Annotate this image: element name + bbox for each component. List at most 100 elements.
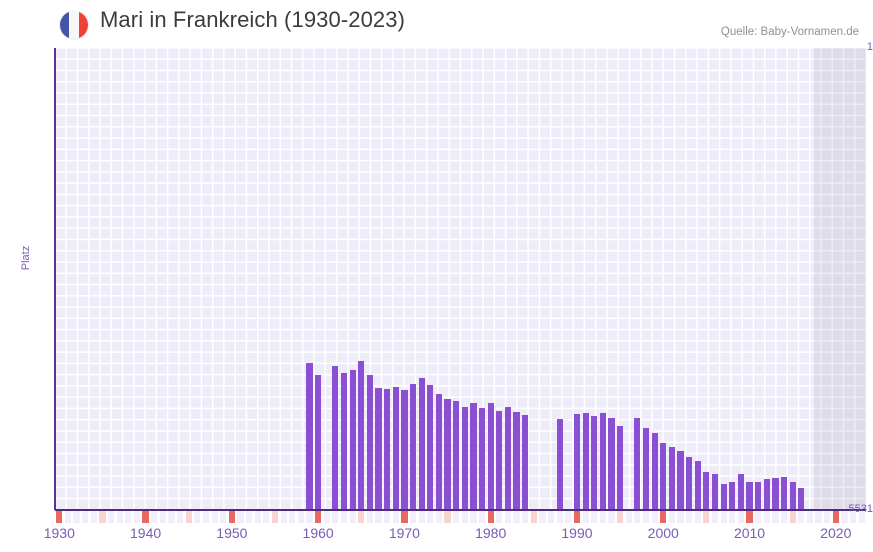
x-tick-major-2000 [660, 511, 667, 523]
x-axis-tick-marks [55, 511, 866, 523]
x-tick-faint-1931 [64, 511, 72, 523]
y-axis-line [54, 48, 56, 510]
x-tick-faint-1978 [470, 511, 477, 523]
x-axis-label-2010: 2010 [733, 525, 766, 541]
flag-band-white [69, 11, 79, 39]
bar-1991 [582, 413, 589, 510]
y-axis-title: Platz [20, 245, 32, 271]
bar-2002 [677, 450, 684, 510]
x-tick-faint-1961 [323, 511, 330, 523]
x-tick-faint-1943 [168, 511, 175, 523]
bar-1960 [315, 375, 322, 510]
bar-1975 [444, 398, 451, 510]
x-tick-faint-2007 [720, 511, 727, 523]
x-axis-label-1930: 1930 [43, 525, 75, 541]
page-title: Mari in Frankreich (1930-2023) [100, 7, 406, 32]
bar-series-layer [55, 48, 866, 510]
bar-1994 [608, 418, 615, 510]
x-tick-faint-1962 [332, 511, 339, 523]
x-tick-faint-2016 [798, 511, 805, 523]
x-tick-major-1930 [56, 511, 63, 523]
bar-1978 [470, 403, 477, 510]
x-tick-faint-1983 [513, 511, 520, 523]
x-tick-faint-1941 [151, 511, 158, 523]
x-tick-faint-1982 [504, 511, 512, 523]
x-tick-major-2020 [832, 511, 839, 523]
bar-1976 [453, 400, 460, 510]
x-tick-faint-1992 [591, 511, 598, 523]
x-tick-faint-2018 [815, 511, 822, 523]
bar-1983 [513, 412, 520, 510]
x-tick-minor-2015 [789, 511, 796, 523]
bar-2012 [763, 479, 770, 510]
bar-1992 [591, 416, 598, 510]
france-flag-icon [60, 11, 88, 39]
bar-1984 [522, 415, 529, 510]
x-axis-line [55, 509, 866, 511]
x-tick-faint-1979 [478, 511, 486, 523]
x-tick-faint-1957 [289, 511, 296, 523]
x-tick-faint-2023 [858, 511, 865, 523]
x-tick-faint-2006 [711, 511, 719, 523]
x-tick-faint-2001 [668, 511, 675, 523]
bar-2008 [729, 482, 736, 510]
x-tick-faint-1967 [375, 511, 382, 523]
x-tick-major-1980 [487, 511, 494, 523]
x-tick-faint-1949 [220, 511, 227, 523]
x-tick-faint-2014 [780, 511, 788, 523]
x-tick-faint-1988 [556, 511, 563, 523]
plot-grid-background [55, 48, 866, 510]
x-axis-label-2020: 2020 [820, 525, 852, 541]
x-tick-faint-1984 [522, 511, 529, 523]
bar-1979 [478, 408, 486, 510]
bar-1970 [401, 389, 408, 510]
bar-1998 [642, 428, 650, 510]
x-tick-faint-1951 [237, 511, 244, 523]
x-tick-minor-1965 [358, 511, 365, 523]
bar-1966 [366, 375, 373, 510]
x-tick-faint-1934 [90, 511, 97, 523]
bar-2001 [668, 446, 675, 510]
bar-1972 [418, 377, 425, 510]
x-tick-faint-2009 [737, 511, 744, 523]
x-tick-minor-1945 [185, 511, 192, 523]
bar-1969 [392, 387, 399, 510]
x-tick-faint-1958 [297, 511, 304, 523]
source-attribution: Quelle: Baby-Vornamen.de [720, 26, 859, 38]
x-tick-faint-2003 [686, 511, 693, 523]
bar-1959 [306, 363, 313, 510]
x-tick-faint-1996 [625, 511, 632, 523]
x-tick-faint-1994 [608, 511, 615, 523]
x-axis-label-1950: 1950 [216, 525, 248, 541]
bar-1963 [340, 372, 348, 510]
flag-band-blue [60, 11, 70, 39]
bar-2014 [780, 476, 788, 510]
x-tick-minor-1975 [444, 511, 451, 523]
bar-2007 [720, 483, 727, 510]
x-tick-major-1950 [228, 511, 235, 523]
x-tick-major-1990 [573, 511, 581, 523]
x-tick-minor-1995 [617, 511, 624, 523]
x-tick-faint-1939 [133, 511, 141, 523]
x-tick-faint-1936 [107, 511, 115, 523]
bar-2013 [772, 478, 779, 510]
bar-1993 [599, 413, 606, 510]
bar-1973 [427, 385, 434, 510]
x-tick-faint-2008 [729, 511, 736, 523]
x-axis-label-1980: 1980 [475, 525, 507, 541]
x-tick-faint-1932 [73, 511, 80, 523]
x-tick-faint-1954 [263, 511, 270, 523]
x-tick-minor-1955 [271, 511, 279, 523]
x-tick-faint-2002 [677, 511, 684, 523]
bar-2015 [789, 481, 796, 510]
x-tick-faint-1966 [366, 511, 373, 523]
x-tick-faint-2012 [763, 511, 770, 523]
x-tick-faint-1959 [306, 511, 313, 523]
x-tick-faint-1969 [392, 511, 399, 523]
x-tick-faint-1964 [349, 511, 356, 523]
x-tick-faint-1989 [565, 511, 572, 523]
x-tick-faint-1942 [159, 511, 166, 523]
x-tick-faint-2013 [772, 511, 779, 523]
bar-1962 [332, 365, 339, 510]
x-tick-minor-1935 [99, 511, 106, 523]
